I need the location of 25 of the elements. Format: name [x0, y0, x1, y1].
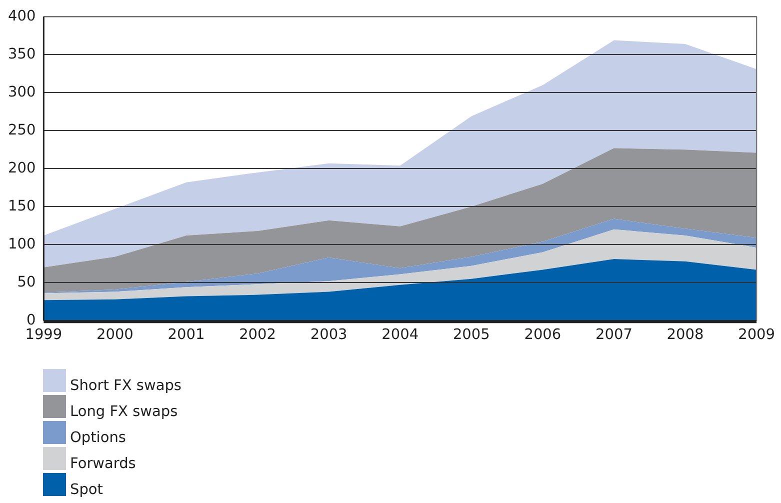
legend-label: Spot [70, 482, 103, 499]
y-tick-label: 300 [8, 84, 36, 100]
legend-label: Forwards [70, 456, 136, 473]
y-tick-label: 250 [8, 122, 36, 138]
x-tick-label: 2004 [382, 327, 419, 344]
y-tick-label: 0 [26, 312, 36, 328]
x-tick-label: 1999 [25, 327, 62, 344]
y-tick-label: 350 [8, 46, 36, 62]
x-tick-label: 2007 [596, 327, 632, 344]
legend-label: Options [70, 430, 126, 447]
x-tick-label: 2001 [168, 327, 205, 344]
x-tick-label: 2008 [666, 327, 704, 344]
y-tick-label: 100 [8, 236, 36, 252]
legend-label: Long FX swaps [70, 404, 178, 421]
y-tick-label: 400 [8, 8, 36, 24]
y-tick-label: 150 [8, 198, 36, 214]
y-tick-label: 50 [17, 274, 36, 290]
x-tick-label: 2003 [310, 327, 348, 344]
legend-label: Short FX swaps [70, 378, 182, 395]
y-tick-label: 200 [8, 160, 36, 176]
x-tick-label: 2009 [738, 327, 775, 344]
x-tick-label: 2005 [452, 327, 490, 344]
x-tick-label: 2002 [239, 327, 276, 344]
x-tick-label: 2000 [96, 327, 134, 344]
x-tick-label: 2006 [524, 327, 562, 344]
